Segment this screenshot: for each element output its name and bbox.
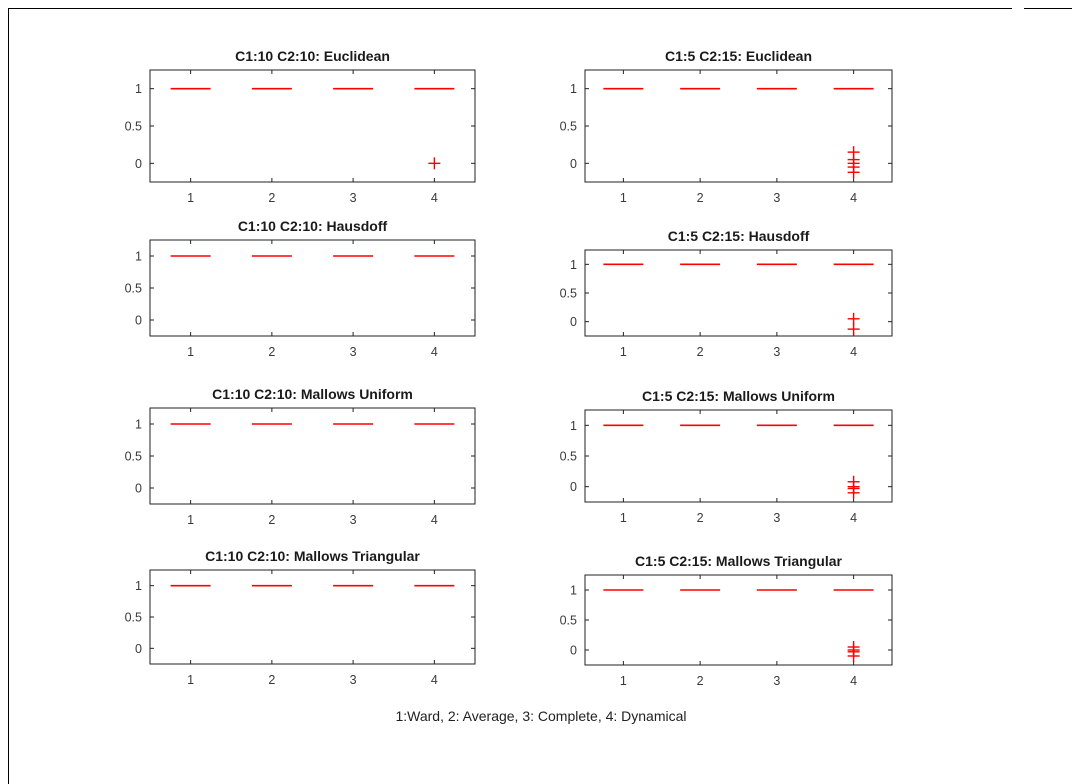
x-tick-label: 2 [697,674,704,688]
x-tick-label: 3 [350,513,357,527]
x-tick-label: 4 [850,674,857,688]
outlier-marker [847,166,860,179]
subplot-title: C1:10 C2:10: Mallows Uniform [212,386,413,402]
y-tick-label: 0.5 [125,450,142,464]
y-tick-label: 0 [135,314,142,328]
x-tick-label: 2 [697,511,704,525]
axes-box [584,69,893,183]
axes-box [584,249,893,337]
outlier-marker [847,312,860,325]
x-tick-label: 4 [850,191,857,205]
subplot-title: C1:5 C2:15: Mallows Triangular [635,553,842,569]
x-tick-label: 1 [620,674,627,688]
x-tick-label: 3 [350,345,357,359]
y-tick-label: 1 [135,250,142,264]
y-tick-label: 0 [135,482,142,496]
y-tick-label: 1 [135,418,142,432]
x-tick-label: 2 [697,345,704,359]
outlier-marker [847,650,860,662]
subplot-6: C1:5 C2:15: Mallows Uniform 0 0.5 1 1 2 3 4 [560,388,893,525]
subplot-title: C1:5 C2:15: Mallows Uniform [642,388,835,404]
x-tick-label: 4 [850,345,857,359]
y-tick-label: 0 [135,157,142,171]
x-tick-label: 3 [350,191,357,205]
y-tick-label: 1 [570,82,577,96]
y-tick-label: 0.5 [125,120,142,134]
x-tick-label: 1 [187,673,194,687]
figure-border [8,8,1072,784]
x-tick-label: 3 [773,191,780,205]
y-tick-label: 0.5 [560,450,577,464]
subplot-1: C1:10 C2:10: Euclidean 0 0.5 1 1 2 3 4 [125,48,476,205]
x-tick-label: 4 [431,673,438,687]
subplot-title: C1:10 C2:10: Mallows Triangular [205,548,420,564]
x-tick-label: 3 [773,674,780,688]
figure-border-gap [1012,6,1024,10]
x-tick-label: 4 [431,345,438,359]
y-tick-label: 0.5 [125,611,142,625]
axes-box [149,569,476,665]
outlier-marker [847,323,860,336]
x-tick-label: 2 [268,191,275,205]
x-tick-label: 3 [773,345,780,359]
y-tick-label: 1 [570,419,577,433]
x-tick-label: 1 [187,513,194,527]
y-tick-label: 0 [570,157,577,171]
subplot-4: C1:5 C2:15: Hausdoff 0 0.5 1 1 2 3 4 [560,228,893,359]
x-tick-label: 3 [773,511,780,525]
x-tick-label: 2 [268,513,275,527]
x-tick-label: 1 [187,191,194,205]
y-tick-label: 0.5 [560,120,577,134]
subplot-3: C1:10 C2:10: Hausdoff 0 0.5 1 1 2 3 4 [125,218,476,359]
subplot-5: C1:10 C2:10: Mallows Uniform 0 0.5 1 1 2 3 4 [125,386,476,527]
figure-xlabel: 1:Ward, 2: Average, 3: Complete, 4: Dyna… [395,708,686,724]
subplot-title: C1:5 C2:15: Euclidean [665,48,812,64]
y-tick-label: 0 [135,642,142,656]
y-tick-label: 0.5 [560,287,577,301]
x-tick-label: 4 [850,511,857,525]
outlier-marker [847,486,860,499]
axes-box [149,239,476,337]
x-tick-label: 1 [620,345,627,359]
axes-box [149,407,476,505]
x-tick-label: 1 [620,511,627,525]
y-tick-label: 1 [135,579,142,593]
y-tick-label: 0 [570,480,577,494]
subplot-2: C1:5 C2:15: Euclidean 0 0.5 1 1 2 3 4 [560,48,893,205]
x-tick-label: 3 [350,673,357,687]
subplot-title: C1:10 C2:10: Euclidean [235,48,390,64]
y-tick-label: 0 [570,315,577,329]
y-tick-label: 1 [570,258,577,272]
x-tick-label: 4 [431,513,438,527]
subplot-7: C1:10 C2:10: Mallows Triangular 0 0.5 1 1 2 3 4 [125,548,476,687]
axes-box [584,574,893,666]
x-tick-label: 2 [268,345,275,359]
y-tick-label: 1 [135,82,142,96]
y-tick-label: 0.5 [560,614,577,628]
x-tick-label: 1 [620,191,627,205]
x-tick-label: 2 [697,191,704,205]
y-tick-label: 0.5 [125,282,142,296]
axes-box [149,69,476,183]
y-tick-label: 0 [570,644,577,658]
axes-box [584,409,893,503]
subplot-title: C1:5 C2:15: Hausdoff [668,228,810,244]
x-tick-label: 4 [431,191,438,205]
subplot-title: C1:10 C2:10: Hausdoff [238,218,388,234]
subplot-8: C1:5 C2:15: Mallows Triangular 0 0.5 1 1 2 3 4 [560,553,893,688]
x-tick-label: 1 [187,345,194,359]
outlier-marker [428,157,441,170]
y-tick-label: 1 [570,584,577,598]
x-tick-label: 2 [268,673,275,687]
